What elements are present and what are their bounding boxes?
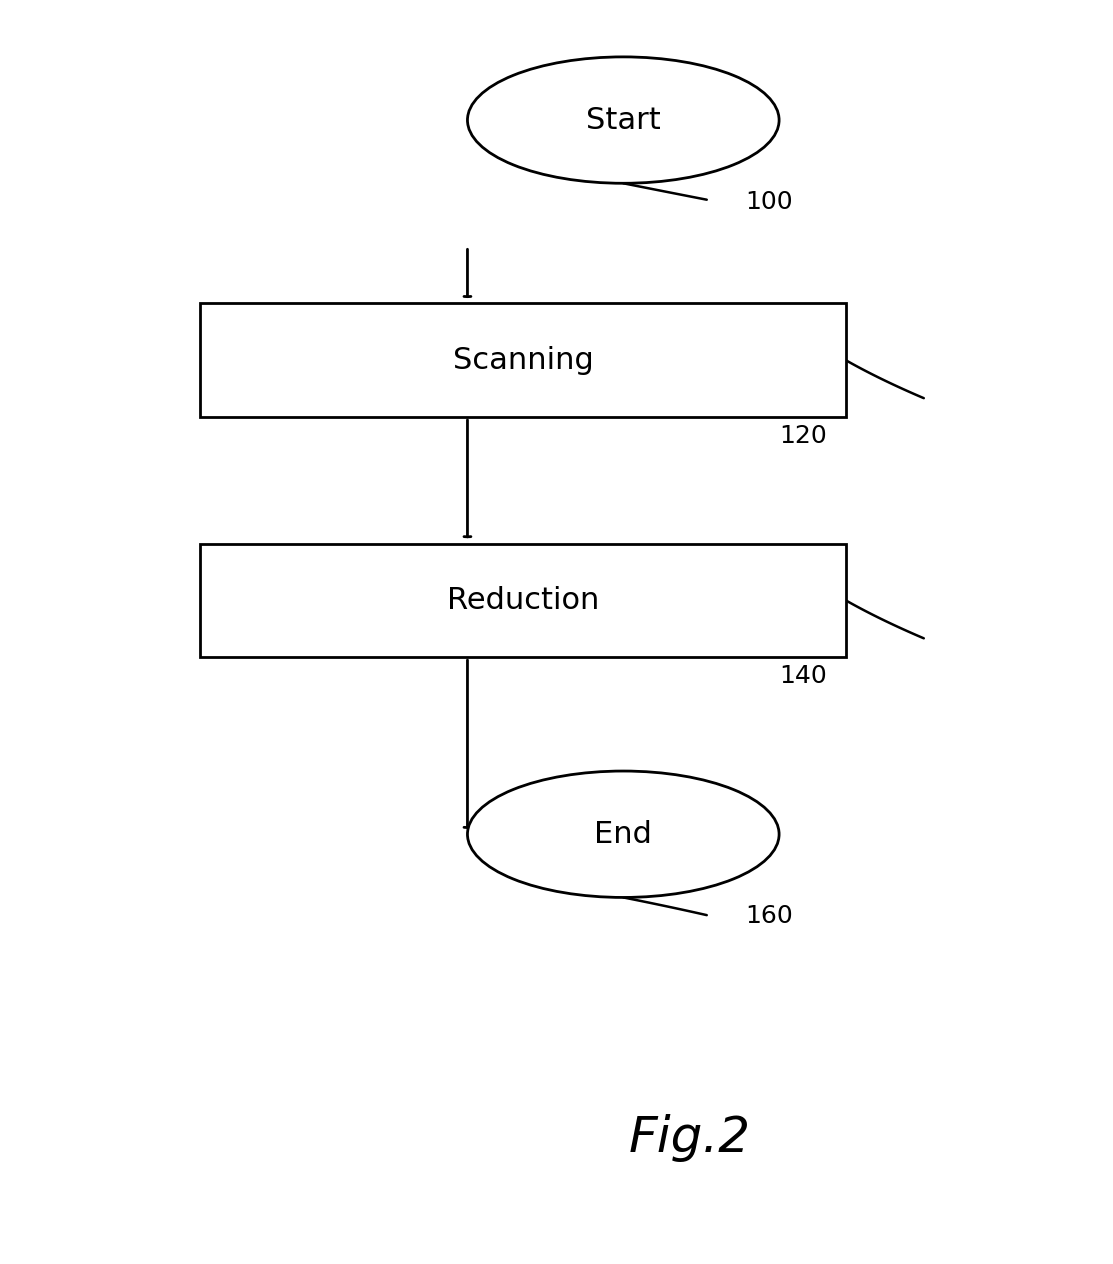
Text: 120: 120 (779, 425, 827, 447)
Text: 100: 100 (746, 191, 794, 214)
Ellipse shape (467, 771, 779, 897)
Text: End: End (594, 820, 652, 848)
Text: Start: Start (585, 106, 661, 134)
Text: 160: 160 (746, 905, 794, 928)
FancyBboxPatch shape (200, 544, 846, 657)
Text: 140: 140 (779, 665, 827, 688)
FancyBboxPatch shape (200, 303, 846, 417)
Text: Reduction: Reduction (447, 586, 599, 614)
Text: Fig.2: Fig.2 (629, 1114, 751, 1162)
Ellipse shape (467, 57, 779, 183)
Text: Scanning: Scanning (453, 346, 593, 374)
